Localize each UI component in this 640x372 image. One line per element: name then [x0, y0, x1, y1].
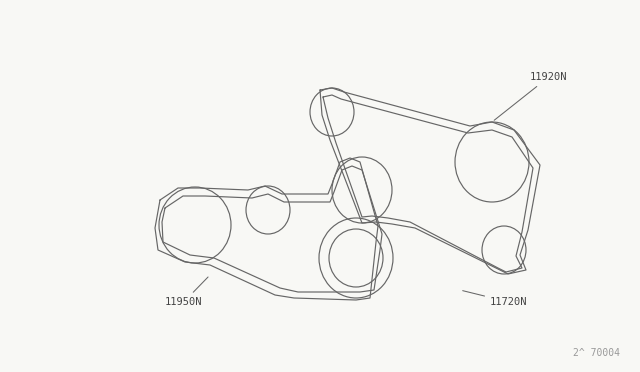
- Text: 11720N: 11720N: [463, 291, 527, 307]
- Text: 11950N: 11950N: [165, 277, 208, 307]
- Text: 2^ 70004: 2^ 70004: [573, 348, 620, 358]
- Text: 11920N: 11920N: [494, 72, 568, 120]
